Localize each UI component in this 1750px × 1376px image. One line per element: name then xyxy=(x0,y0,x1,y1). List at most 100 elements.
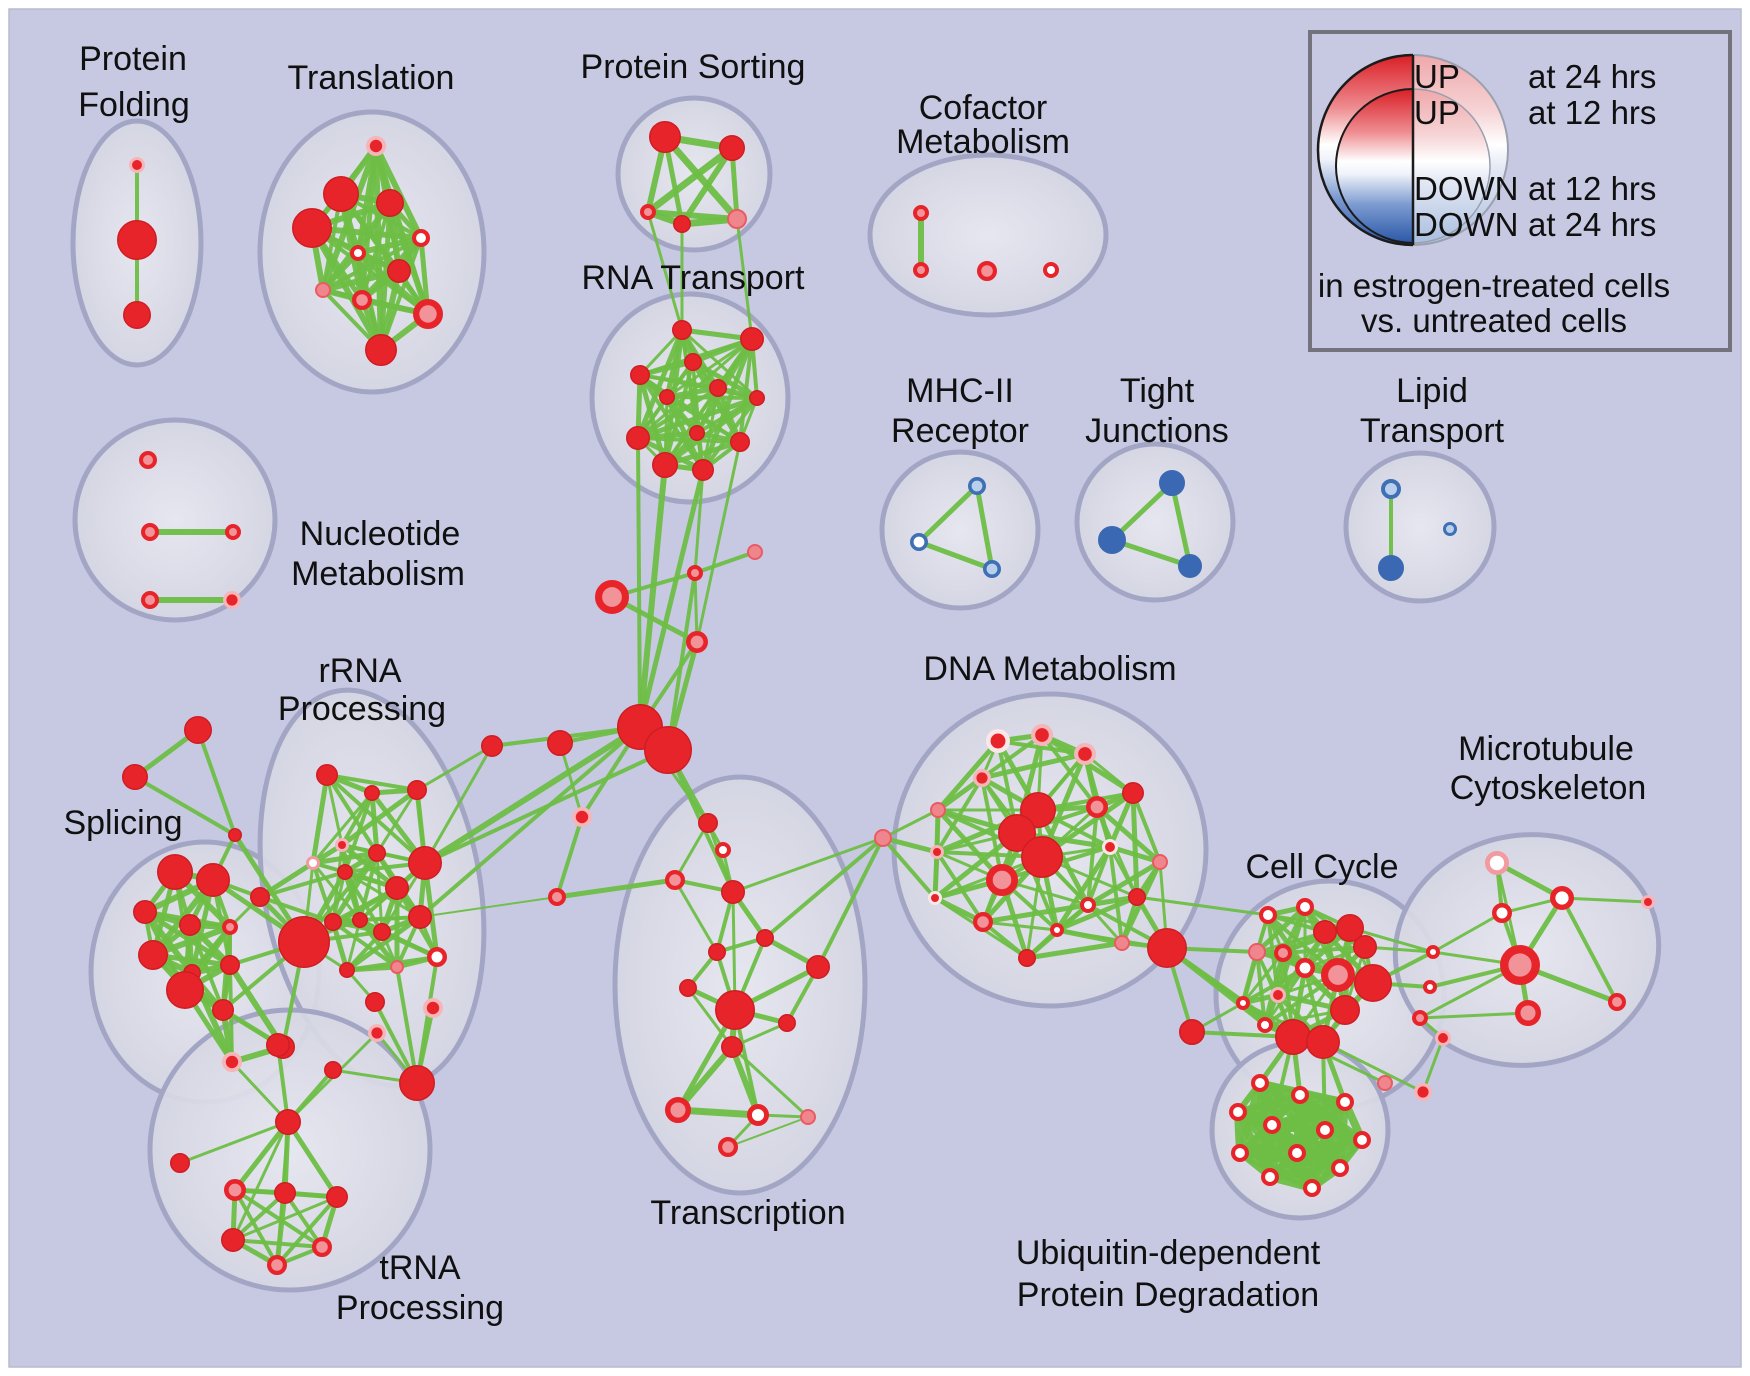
node xyxy=(316,764,338,786)
edge xyxy=(325,773,427,865)
node xyxy=(1485,851,1510,876)
node xyxy=(982,559,1001,578)
node xyxy=(157,854,193,890)
edge xyxy=(232,1119,291,1193)
cluster-shape-lipid_transport xyxy=(1343,450,1497,604)
node xyxy=(1270,987,1287,1004)
node xyxy=(664,869,685,890)
node xyxy=(223,591,242,610)
edge xyxy=(231,1195,339,1242)
node xyxy=(315,282,331,298)
node xyxy=(275,1109,301,1135)
node xyxy=(422,998,443,1019)
edge xyxy=(1130,790,1140,900)
edge xyxy=(661,133,741,223)
node xyxy=(228,828,242,842)
edge xyxy=(1085,859,1163,908)
node xyxy=(998,814,1036,852)
node xyxy=(1492,903,1512,923)
node xyxy=(649,121,681,153)
node xyxy=(1435,1030,1452,1047)
edge xyxy=(178,1120,290,1165)
node xyxy=(221,1052,242,1073)
node xyxy=(1102,839,1119,856)
node xyxy=(1080,897,1096,913)
edge xyxy=(345,918,362,972)
node xyxy=(727,209,747,229)
node xyxy=(685,630,708,653)
edge xyxy=(418,725,642,919)
node xyxy=(652,452,678,478)
node xyxy=(1608,993,1626,1011)
node xyxy=(306,856,320,870)
node xyxy=(1336,914,1364,942)
cluster-label-splicing: Splicing xyxy=(63,804,182,842)
cluster-shape-nucleotide_metabolism xyxy=(72,417,278,623)
node xyxy=(572,807,593,828)
node xyxy=(749,390,765,406)
node xyxy=(1147,928,1187,968)
cluster-label-trna_processing: Processing xyxy=(336,1289,504,1327)
node xyxy=(1499,945,1540,986)
node xyxy=(1021,836,1063,878)
edge xyxy=(763,836,885,940)
edge xyxy=(231,1120,290,1242)
node xyxy=(1306,1025,1340,1059)
edge xyxy=(701,396,759,472)
node xyxy=(1043,262,1059,278)
node xyxy=(679,979,697,997)
node xyxy=(220,955,240,975)
edge xyxy=(355,250,431,317)
edge xyxy=(693,468,705,575)
edge xyxy=(230,1060,290,1124)
cluster-label-nucleotide_metabolism: Nucleotide xyxy=(300,515,461,553)
legend-up-down-glyph xyxy=(1316,53,1509,247)
node xyxy=(223,1179,246,1202)
edge xyxy=(646,210,684,332)
node xyxy=(721,880,745,904)
node xyxy=(778,1014,796,1032)
node xyxy=(1288,1144,1307,1163)
node xyxy=(687,565,703,581)
node xyxy=(548,888,566,906)
edge xyxy=(355,235,424,256)
node xyxy=(390,960,404,974)
node xyxy=(1263,1116,1282,1135)
node xyxy=(138,940,168,970)
cluster-label-ubiquitin_degradation: Ubiquitin-dependent xyxy=(1016,1234,1321,1272)
cluster-label-microtubule_cytoskeleton: Microtubule xyxy=(1458,730,1634,768)
edge xyxy=(275,1195,339,1267)
node xyxy=(196,863,230,897)
edge xyxy=(1431,911,1504,954)
edge xyxy=(344,914,423,973)
edge xyxy=(916,483,980,545)
edge xyxy=(415,955,439,1085)
node xyxy=(266,1033,290,1057)
legend-box xyxy=(1308,30,1732,352)
edge xyxy=(258,895,335,924)
node xyxy=(385,876,409,900)
node xyxy=(973,769,992,788)
node xyxy=(595,580,630,615)
node xyxy=(1443,522,1457,536)
node xyxy=(1128,888,1146,906)
cluster-label-translation: Translation xyxy=(288,59,455,97)
edge xyxy=(635,395,760,441)
node xyxy=(221,1228,245,1252)
node xyxy=(274,1182,296,1204)
edge xyxy=(979,751,1088,781)
node xyxy=(930,802,946,818)
edge xyxy=(727,1116,809,1148)
edge xyxy=(816,836,885,969)
edge xyxy=(675,1044,735,1113)
legend-up-12-label: UP xyxy=(1414,94,1460,131)
node xyxy=(1159,470,1185,496)
node xyxy=(1353,1131,1372,1150)
node xyxy=(179,914,201,936)
node xyxy=(123,301,151,329)
node xyxy=(1549,886,1574,911)
nodes xyxy=(117,121,1655,1275)
legend-gradient-half xyxy=(1413,89,1490,243)
node xyxy=(1316,1121,1335,1140)
node xyxy=(1353,935,1377,959)
